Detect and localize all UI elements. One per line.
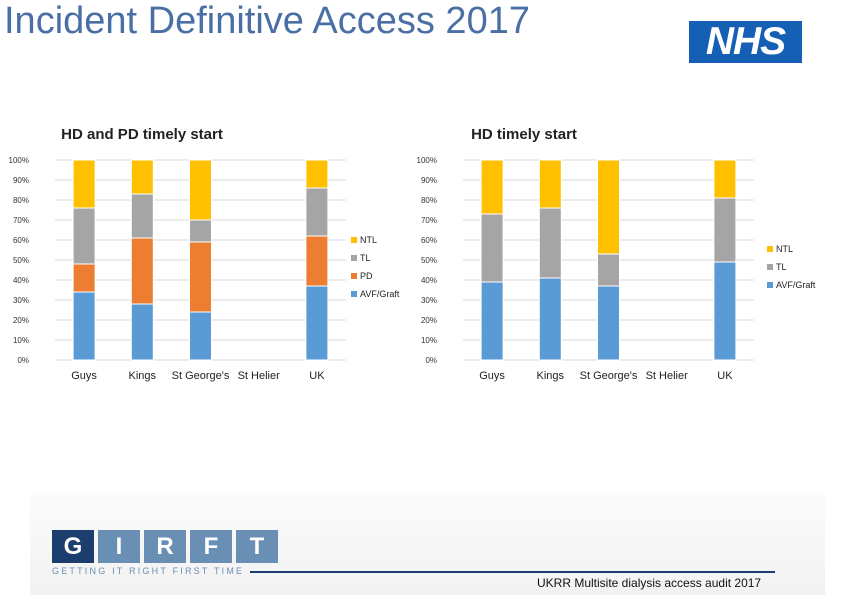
- bar-segment-kings-avf-graft: [130, 303, 154, 361]
- legend-label: TL: [360, 253, 371, 263]
- y-tick-label: 80%: [421, 196, 437, 205]
- chart-title: HD timely start: [471, 126, 577, 143]
- bar-segment-uk-tl: [713, 197, 737, 263]
- y-tick-label: 40%: [13, 276, 29, 285]
- chart-hd-timely-start: HD timely start 0% 10% 20% 30% 40% 50% 60% 70% 80…: [417, 118, 820, 390]
- girft-tagline: GETTING IT RIGHT FIRST TIME: [52, 566, 245, 576]
- legend-label: NTL: [360, 235, 377, 245]
- bar-segment-kings-tl: [130, 193, 154, 239]
- y-tick-label: 100%: [417, 156, 437, 165]
- y-tick-label: 50%: [13, 256, 29, 265]
- legend-swatch-avf-graft: [351, 291, 357, 297]
- bar-segment-st-george-s-avf-graft: [189, 311, 212, 361]
- chart-title: HD and PD timely start: [61, 126, 223, 143]
- bar-segment-guys-ntl: [72, 159, 96, 209]
- y-tick-label: 30%: [421, 296, 437, 305]
- footer-divider: [250, 571, 775, 573]
- y-tick-label: 70%: [13, 216, 29, 225]
- y-tick-label: 50%: [421, 256, 437, 265]
- y-tick-label: 90%: [13, 176, 29, 185]
- y-tick-label: 70%: [421, 216, 437, 225]
- bar-segment-st-george-s-avf-graft: [597, 285, 620, 361]
- legend-swatch-ntl: [351, 237, 357, 243]
- y-tick-label: 80%: [13, 196, 29, 205]
- legend-label: AVF/Graft: [776, 280, 816, 290]
- x-tick-label: Kings: [129, 370, 157, 382]
- x-tick-label: UK: [309, 370, 325, 382]
- y-tick-label: 20%: [13, 316, 29, 325]
- bar-segment-kings-avf-graft: [538, 277, 562, 361]
- x-tick-label: Guys: [71, 370, 97, 382]
- y-tick-label: 0%: [17, 356, 29, 365]
- y-tick-label: 0%: [425, 356, 437, 365]
- girft-letter: T: [236, 530, 278, 563]
- x-tick-label: UK: [717, 370, 733, 382]
- bar-segment-kings-pd: [130, 237, 154, 305]
- bar-segment-st-george-s-ntl: [597, 159, 620, 255]
- bar-segment-guys-pd: [72, 263, 96, 293]
- y-tick-label: 100%: [9, 156, 29, 165]
- x-tick-label: St George's: [172, 370, 230, 382]
- bar-segment-uk-tl: [305, 187, 329, 237]
- x-tick-label: St Helier: [238, 370, 281, 382]
- x-tick-label: Guys: [479, 370, 505, 382]
- bar-segment-guys-ntl: [480, 159, 504, 215]
- chart-hd-pd-timely-start-svg: HD and PD timely start 0% 10% 20% 30% 40% 50% 6…: [9, 126, 400, 382]
- legend-label: NTL: [776, 244, 793, 254]
- y-tick-label: 40%: [421, 276, 437, 285]
- page-title: Incident Definitive Access 2017: [4, 0, 530, 42]
- girft-letter: F: [190, 530, 232, 563]
- bar-segment-st-george-s-tl: [189, 219, 212, 243]
- y-tick-label: 60%: [13, 236, 29, 245]
- x-tick-label: St Helier: [646, 370, 689, 382]
- chart-hd-timely-start-svg: HD timely start 0% 10% 20% 30% 40% 50% 60% 70% 80…: [417, 126, 816, 382]
- y-tick-label: 10%: [13, 336, 29, 345]
- chart-hd-pd-timely-start: HD and PD timely start 0% 10% 20% 30% 40% 50% 6…: [9, 118, 410, 390]
- y-tick-label: 90%: [421, 176, 437, 185]
- bar-segment-kings-tl: [538, 207, 562, 279]
- legend-swatch-avf-graft: [767, 282, 773, 288]
- nhs-logo: NHS: [689, 21, 802, 63]
- bar-segment-st-george-s-pd: [189, 241, 212, 313]
- y-tick-label: 60%: [421, 236, 437, 245]
- legend-swatch-ntl: [767, 246, 773, 252]
- bar-segment-kings-ntl: [538, 159, 562, 209]
- y-tick-label: 10%: [421, 336, 437, 345]
- bar-segment-guys-tl: [72, 207, 96, 265]
- bar-segment-uk-ntl: [713, 159, 737, 199]
- girft-letter: R: [144, 530, 186, 563]
- girft-letter: I: [98, 530, 140, 563]
- legend-label: TL: [776, 262, 787, 272]
- bar-segment-uk-avf-graft: [305, 285, 329, 361]
- y-tick-label: 30%: [13, 296, 29, 305]
- y-tick-label: 20%: [421, 316, 437, 325]
- bar-segment-uk-avf-graft: [713, 261, 737, 361]
- footer-text: UKRR Multisite dialysis access audit 201…: [537, 576, 762, 590]
- bar-segment-guys-tl: [480, 213, 504, 283]
- x-tick-label: St George's: [580, 370, 638, 382]
- bar-segment-kings-ntl: [130, 159, 154, 195]
- legend-swatch-tl: [351, 255, 357, 261]
- bar-segment-guys-avf-graft: [480, 281, 504, 361]
- legend-label: PD: [360, 271, 373, 281]
- bar-segment-uk-pd: [305, 235, 329, 287]
- legend-swatch-pd: [351, 273, 357, 279]
- bar-segment-uk-ntl: [305, 159, 329, 189]
- bar-segment-st-george-s-tl: [597, 253, 620, 287]
- girft-logo: G I R F T: [52, 530, 278, 563]
- x-tick-label: Kings: [537, 370, 565, 382]
- girft-letter: G: [52, 530, 94, 563]
- bar-segment-guys-avf-graft: [72, 291, 96, 361]
- legend-label: AVF/Graft: [360, 289, 400, 299]
- legend-swatch-tl: [767, 264, 773, 270]
- bar-segment-st-george-s-ntl: [189, 159, 212, 221]
